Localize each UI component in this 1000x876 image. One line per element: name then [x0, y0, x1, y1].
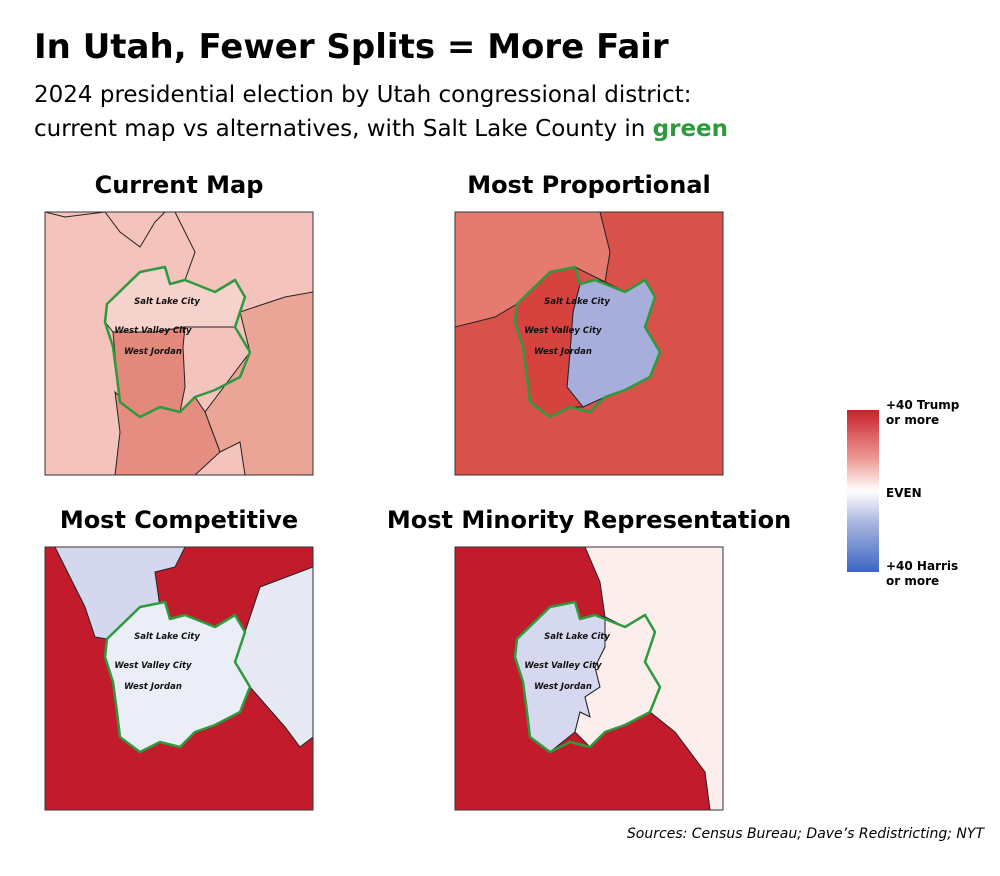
city-label: West Jordan	[124, 682, 182, 692]
map-proportional	[454, 211, 724, 476]
legend-label: +40 Harris	[886, 559, 958, 573]
city-label: Salt Lake City	[134, 632, 200, 642]
city-label: West Valley City	[524, 326, 602, 336]
title: In Utah, Fewer Splits = More Fair	[34, 27, 669, 67]
city-label: West Valley City	[114, 326, 192, 336]
city-label: West Jordan	[534, 347, 592, 357]
panel-title: Most Minority Representation	[387, 506, 791, 534]
subtitle-line: 2024 presidential election by Utah congr…	[34, 82, 692, 108]
subtitle-line: current map vs alternatives, with Salt L…	[34, 116, 728, 142]
city-label: West Valley City	[114, 661, 192, 671]
city-label: West Jordan	[124, 347, 182, 357]
subtitle-highlight: green	[653, 116, 728, 142]
panel-title: Current Map	[95, 171, 264, 199]
map-current	[44, 211, 314, 476]
map-minority	[454, 546, 724, 811]
source: Sources: Census Bureau; Dave’s Redistric…	[627, 826, 986, 842]
panel-title: Most Proportional	[467, 171, 711, 199]
map-competitive	[44, 546, 314, 811]
city-label: West Jordan	[534, 682, 592, 692]
legend-label: or more	[886, 574, 939, 588]
city-label: Salt Lake City	[544, 297, 610, 307]
legend-label: +40 Trump	[886, 398, 960, 412]
city-label: Salt Lake City	[134, 297, 200, 307]
legend-label: or more	[886, 413, 939, 427]
panel-title: Most Competitive	[60, 506, 298, 534]
legend-scale	[847, 410, 879, 572]
subtitle-text: current map vs alternatives, with Salt L…	[34, 116, 645, 142]
legend-label: EVEN	[886, 486, 922, 500]
city-label: Salt Lake City	[544, 632, 610, 642]
city-label: West Valley City	[524, 661, 602, 671]
